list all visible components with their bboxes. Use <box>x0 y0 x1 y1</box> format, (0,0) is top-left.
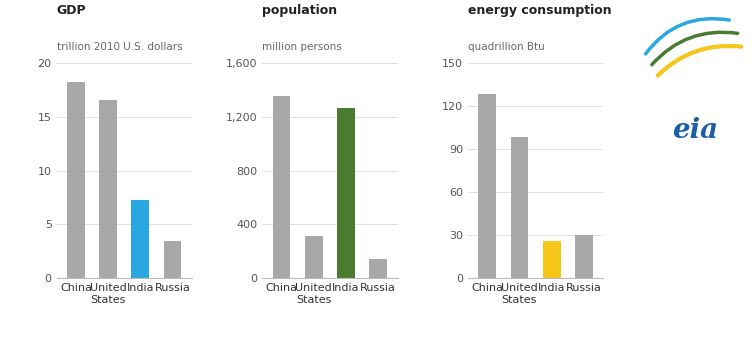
Bar <box>131 200 149 278</box>
Bar <box>575 235 593 278</box>
Bar <box>543 241 560 278</box>
Bar <box>369 259 387 278</box>
Text: million persons: million persons <box>262 42 342 52</box>
Text: energy consumption: energy consumption <box>468 5 611 17</box>
FancyArrowPatch shape <box>645 19 729 54</box>
FancyArrowPatch shape <box>658 46 741 76</box>
Bar <box>510 137 529 278</box>
Bar <box>164 241 182 278</box>
Text: quadrillion Btu: quadrillion Btu <box>468 42 544 52</box>
Bar <box>100 101 117 278</box>
Bar <box>478 94 496 278</box>
Bar <box>337 109 355 278</box>
Text: eia: eia <box>672 117 718 143</box>
FancyArrowPatch shape <box>651 32 737 65</box>
Bar <box>67 82 84 278</box>
Text: GDP: GDP <box>57 5 86 17</box>
Bar <box>273 96 290 278</box>
Text: trillion 2010 U.S. dollars: trillion 2010 U.S. dollars <box>57 42 182 52</box>
Text: population: population <box>262 5 337 17</box>
Bar <box>305 236 323 278</box>
